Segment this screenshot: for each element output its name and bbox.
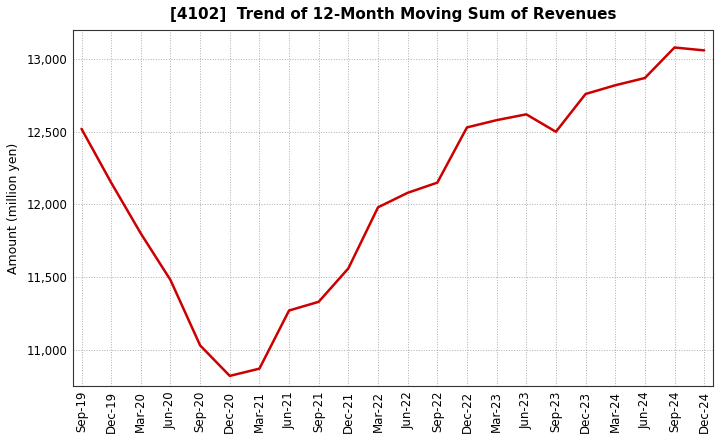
- Title: [4102]  Trend of 12-Month Moving Sum of Revenues: [4102] Trend of 12-Month Moving Sum of R…: [170, 7, 616, 22]
- Y-axis label: Amount (million yen): Amount (million yen): [7, 143, 20, 274]
